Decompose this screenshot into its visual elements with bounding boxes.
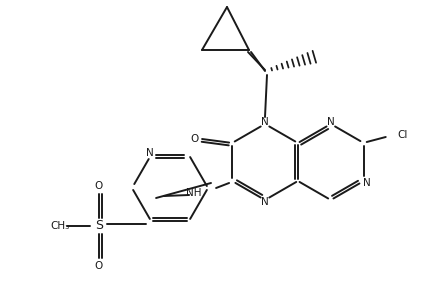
Text: O: O xyxy=(191,134,199,144)
Text: NH: NH xyxy=(186,188,201,198)
Text: N: N xyxy=(261,197,269,207)
Text: Cl: Cl xyxy=(398,130,408,140)
Text: O: O xyxy=(95,181,103,191)
Text: S: S xyxy=(95,219,103,232)
Text: N: N xyxy=(261,117,269,127)
Text: N: N xyxy=(327,117,335,127)
Text: O: O xyxy=(95,261,103,271)
Text: N: N xyxy=(363,178,371,188)
Text: N: N xyxy=(146,148,154,158)
Text: CH₃: CH₃ xyxy=(50,221,70,231)
